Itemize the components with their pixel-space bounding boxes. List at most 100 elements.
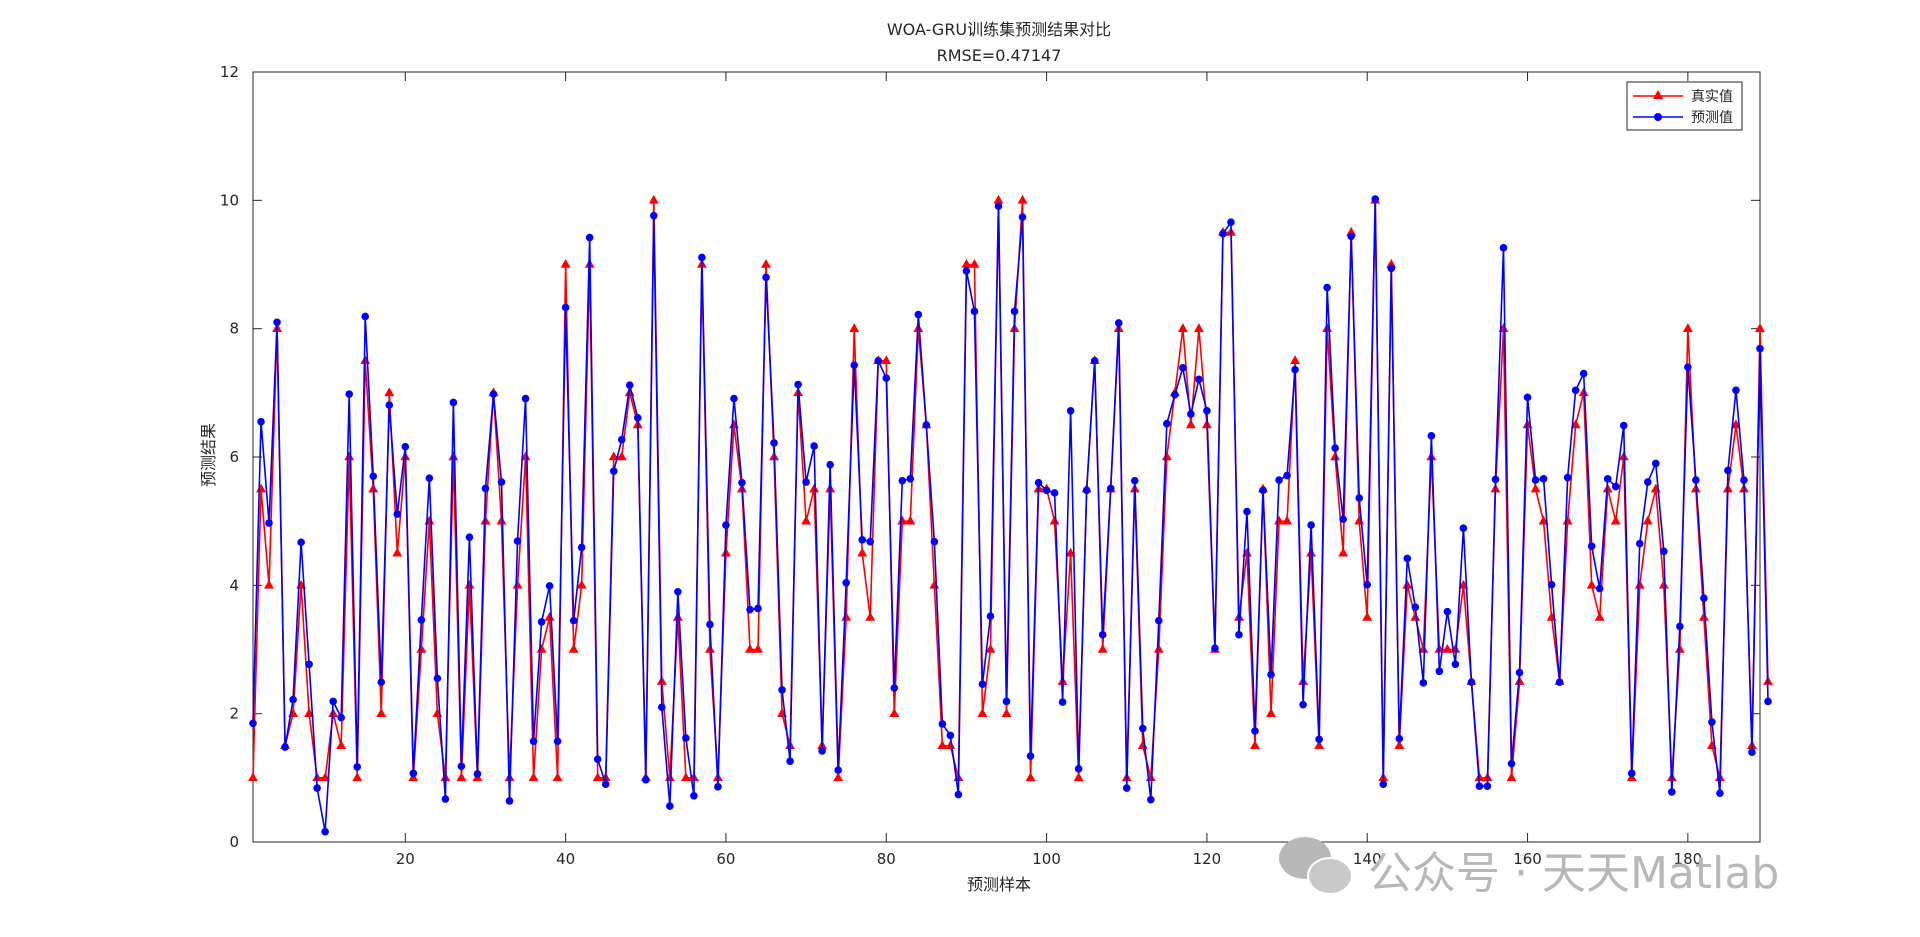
chart-subtitle: RMSE=0.47147 [937, 46, 1062, 65]
point-pred [850, 361, 858, 370]
point-true [1634, 579, 1645, 589]
point-pred [1724, 466, 1732, 475]
point-pred [954, 790, 963, 799]
point-pred [441, 795, 450, 803]
point-pred [1010, 307, 1019, 316]
point-pred [633, 414, 642, 422]
point-pred [1668, 788, 1676, 796]
point-pred [1435, 667, 1444, 676]
point-pred [1764, 697, 1772, 706]
point-pred [842, 578, 850, 587]
point-true [1642, 515, 1653, 525]
point-true [568, 644, 579, 653]
point-pred [401, 442, 410, 451]
point-pred [257, 417, 265, 426]
point-true [672, 611, 683, 621]
point-true [993, 194, 1004, 204]
point-pred [738, 478, 746, 487]
point-pred [569, 616, 578, 625]
point-true [704, 644, 715, 653]
point-true [1338, 547, 1349, 557]
point-pred [1331, 444, 1339, 452]
point-true [1282, 515, 1293, 525]
point-true [1266, 708, 1276, 717]
point-pred [289, 695, 297, 704]
point-pred [706, 620, 714, 629]
point-true [1610, 515, 1621, 525]
point-pred [1756, 344, 1764, 353]
y-tick-label: 0 [229, 833, 239, 851]
point-true [512, 579, 523, 589]
point-true [720, 547, 731, 557]
point-pred [513, 537, 522, 545]
point-pred [297, 538, 305, 547]
point-true [1330, 451, 1341, 461]
point-pred [529, 737, 538, 746]
point-pred [489, 390, 498, 398]
point-pred [1587, 542, 1596, 550]
point-pred [1090, 356, 1099, 365]
point-pred [786, 757, 794, 765]
point-pred [1740, 476, 1748, 484]
point-pred [1643, 478, 1652, 486]
series-pred [249, 195, 1772, 836]
point-pred [545, 582, 554, 590]
point-true [801, 515, 812, 525]
point-pred [1627, 769, 1636, 778]
point-pred [1283, 471, 1291, 480]
point-pred [682, 734, 690, 742]
point-pred [1531, 476, 1540, 484]
point-true [560, 259, 571, 268]
point-pred [1243, 507, 1251, 516]
point-pred [505, 797, 514, 805]
point-true [496, 515, 507, 525]
point-pred [1411, 603, 1420, 611]
point-pred [537, 618, 546, 626]
point-pred [465, 533, 474, 542]
point-pred [1571, 386, 1580, 395]
point-true [857, 547, 868, 557]
point-true [528, 772, 539, 782]
point-pred [1603, 475, 1612, 483]
point-pred [1082, 486, 1091, 495]
y-tick-label: 10 [220, 191, 239, 209]
point-pred [866, 537, 875, 546]
legend: 真实值 预测值 [1626, 81, 1743, 131]
point-pred [457, 762, 466, 771]
point-pred [369, 472, 378, 481]
point-pred [1291, 365, 1299, 374]
point-pred [1595, 584, 1604, 593]
point-true [1658, 579, 1669, 589]
y-tick-label: 6 [229, 448, 239, 466]
point-pred [433, 674, 442, 683]
point-pred [1050, 489, 1059, 497]
point-pred [1459, 524, 1468, 533]
point-pred [1507, 759, 1516, 768]
point-true [977, 708, 988, 717]
point-true [480, 515, 491, 525]
point-true [392, 547, 403, 557]
point-pred [930, 537, 939, 546]
point-true [376, 708, 387, 717]
point-pred [1387, 264, 1396, 273]
x-tick-label: 160 [1513, 850, 1542, 868]
point-pred [1042, 486, 1051, 495]
x-tick-label: 180 [1674, 850, 1703, 868]
point-pred [914, 310, 923, 319]
point-true [1410, 611, 1421, 621]
point-true [961, 259, 972, 268]
point-pred [1187, 410, 1195, 418]
point-pred [882, 374, 891, 382]
point-pred [249, 719, 257, 728]
point-pred [337, 713, 345, 722]
point-pred [674, 587, 682, 596]
point-true [1097, 644, 1108, 653]
point-pred [1403, 554, 1412, 563]
series-pred-line [252, 198, 1769, 833]
point-pred [305, 660, 313, 669]
point-pred [281, 743, 289, 751]
point-pred [1098, 630, 1107, 639]
point-pred [722, 521, 730, 529]
point-true [937, 740, 948, 750]
point-true [1442, 644, 1453, 653]
